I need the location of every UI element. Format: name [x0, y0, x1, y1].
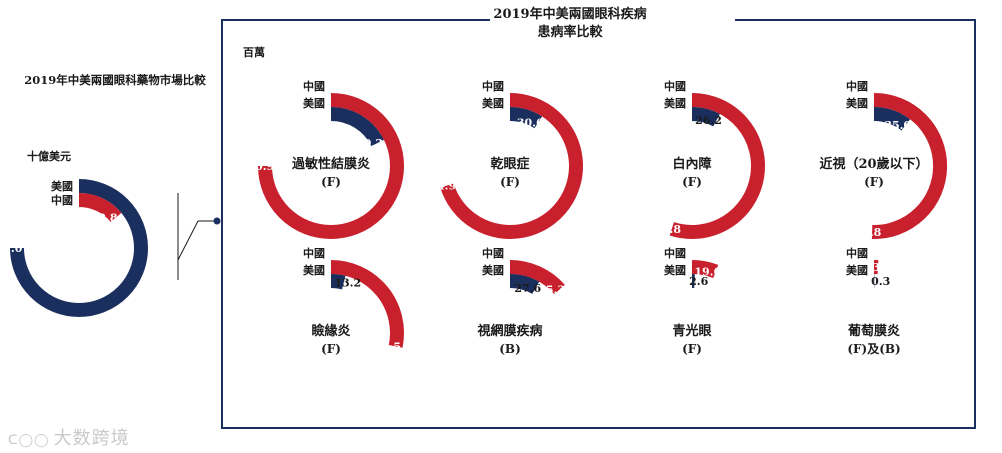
china-arc: [258, 93, 404, 239]
legend-china-label: 中國: [51, 193, 73, 207]
right-unit-label: 百萬: [243, 46, 265, 59]
connector-diagonal: [177, 220, 199, 261]
left-unit-label: 十億美元: [27, 150, 71, 163]
watermark: ᑕ◯◯ 大数跨境: [8, 424, 130, 450]
connector-dot: [213, 217, 221, 225]
value-label-china: 168.8: [847, 226, 882, 239]
china-arc: [78, 193, 122, 223]
disease-label: 葡萄膜炎: [847, 323, 900, 339]
disease-sublabel: (F): [321, 175, 341, 189]
legend-us-label: 美國: [664, 96, 686, 110]
legend-us-label: 美國: [846, 263, 868, 277]
legend-china-label: 中國: [846, 79, 868, 93]
disease-sublabel: (B): [499, 342, 521, 356]
value-label-us: 15.0: [0, 242, 23, 255]
china-arc: [691, 260, 719, 279]
us-arc: [509, 274, 540, 295]
legend-us-label: 美國: [303, 96, 325, 110]
legend-china-label: 中國: [303, 79, 325, 93]
value-label-china: 45.3: [538, 283, 565, 296]
legend-us-label: 美國: [51, 179, 73, 193]
right-title-line1: 2019年中美兩國眼科疾病: [493, 7, 647, 22]
value-label-china: 250.9: [240, 160, 274, 173]
right-panel-frame: [221, 19, 976, 429]
disease-label: 過敏性結膜炎: [291, 156, 370, 172]
disease-label: 視網膜疾病: [476, 323, 542, 339]
value-label-us: 0.3: [871, 275, 890, 288]
value-label-china: 234.9: [422, 180, 456, 193]
china-arc: [440, 93, 583, 239]
value-label-china: 19.6: [694, 265, 721, 278]
value-label-china: 183.8: [647, 223, 682, 236]
value-label-us: 13.2: [334, 277, 361, 290]
china-arc: [669, 93, 765, 239]
disease-sublabel: (F): [864, 175, 884, 189]
value-label-china: 94.5: [374, 340, 401, 353]
disease-label: 乾眼症: [490, 156, 529, 172]
value-label-china: 3.2: [872, 261, 891, 274]
legend-us-label: 美國: [303, 263, 325, 277]
disease-sublabel: (F): [682, 175, 702, 189]
disease-label: 瞼緣炎: [311, 323, 350, 339]
us-arc: [10, 179, 148, 317]
disease-sublabel: (F): [682, 342, 702, 356]
value-label-us: 30.6: [517, 116, 544, 129]
china-arc: [871, 93, 948, 239]
us-arc: [509, 107, 543, 129]
us-arc: [691, 107, 720, 127]
value-label-china: 2.8: [98, 211, 117, 224]
us-arc: [873, 107, 911, 131]
right-panel-title: 2019年中美兩國眼科疾病 患病率比較: [440, 6, 700, 42]
legend-us-label: 美國: [482, 96, 504, 110]
disease-label: 青光眼: [672, 323, 712, 339]
us-arc: [330, 107, 384, 147]
disease-label: 近視（20歲以下）: [819, 156, 928, 172]
value-label-us: 2.6: [689, 275, 708, 288]
right-title-line2: 患病率比較: [537, 25, 603, 40]
legend-china-label: 中國: [303, 246, 325, 260]
legend-us-label: 美國: [482, 263, 504, 277]
legend-china-label: 中國: [482, 246, 504, 260]
legend-china-label: 中國: [664, 246, 686, 260]
legend-us-label: 美國: [846, 96, 868, 110]
disease-sublabel: (F)及(B): [847, 342, 900, 356]
legend-us-label: 美國: [664, 263, 686, 277]
china-arc: [330, 260, 404, 348]
legend-china-label: 中國: [482, 79, 504, 93]
watermark-text: 大数跨境: [53, 428, 130, 449]
value-label-us: 27.6: [514, 282, 541, 295]
disease-sublabel: (F): [500, 175, 520, 189]
left-panel-title: 2019年中美兩國眼科藥物市場比較: [24, 73, 206, 87]
value-label-us: 35.0: [884, 119, 911, 132]
disease-label: 白內障: [672, 156, 711, 172]
legend-china-label: 中國: [664, 79, 686, 93]
disease-sublabel: (F): [321, 342, 341, 356]
legend-china-label: 中國: [846, 246, 868, 260]
value-label-us: 26.2: [695, 114, 722, 127]
china-arc: [509, 260, 565, 295]
value-label-us: 59.2: [356, 137, 383, 150]
us-arc: [330, 274, 346, 290]
watermark-logo-icon: ᑕ◯◯: [8, 433, 50, 448]
